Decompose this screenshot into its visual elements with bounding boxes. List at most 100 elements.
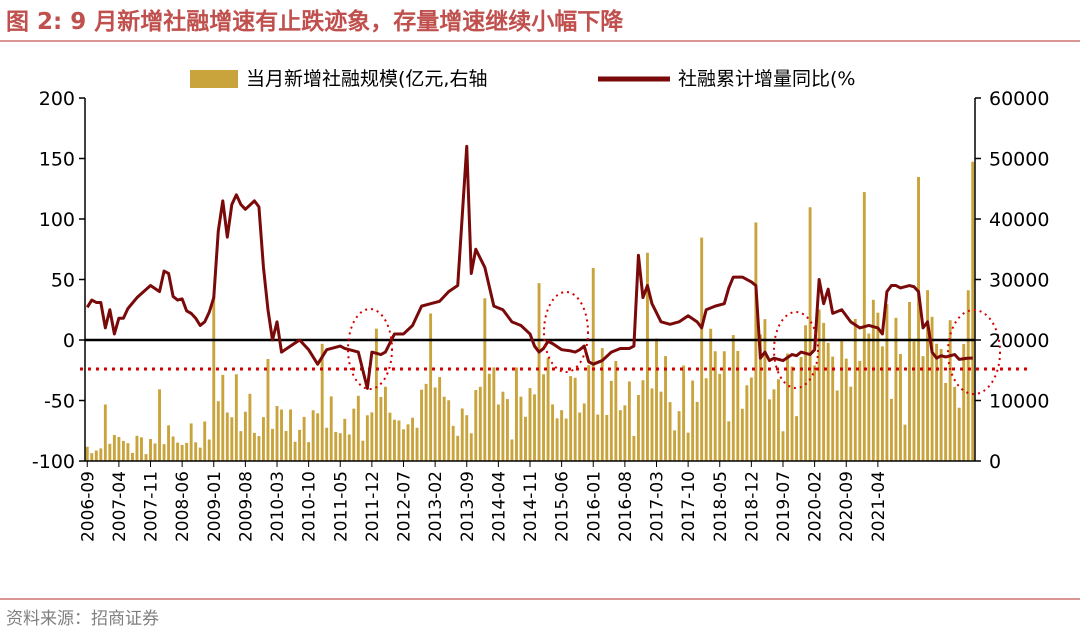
bar [831,356,835,461]
bar [709,328,713,461]
bar [442,396,446,461]
bar [632,435,636,461]
bar [655,338,658,461]
x-tick-label: 2016-08 [616,471,636,542]
bar [826,342,830,461]
bar [713,351,717,461]
bar [867,333,871,461]
x-tick-label: 2020-02 [806,471,826,542]
bar [618,410,622,461]
bar [496,404,500,461]
bar [121,440,125,461]
bar [429,313,433,461]
bar [745,385,749,461]
bar [605,414,609,461]
bar [790,366,794,461]
bar [158,389,161,461]
bar [126,443,130,461]
bar [140,437,143,461]
bar [971,161,975,461]
bar [487,373,491,461]
bar [420,389,424,461]
bar [460,408,464,461]
right-tick-label: 20000 [989,330,1049,352]
bar [673,430,677,461]
bar [167,425,171,461]
bar [352,408,356,461]
bar [957,407,961,461]
bar [388,412,392,461]
bar [682,365,686,461]
bar [347,434,351,461]
left-tick-label: 0 [63,330,75,352]
line-series [85,144,973,390]
bar [198,447,202,461]
bar [781,431,785,461]
bar [646,252,649,461]
bar [627,381,631,461]
bar [248,393,252,461]
bar [411,417,414,461]
bar [876,312,880,461]
bar [302,416,306,461]
bar [840,339,844,461]
legend-bar-swatch [190,70,238,88]
bar [908,301,911,461]
bar [668,402,672,461]
bar [768,399,771,461]
bar [293,441,297,461]
bar [424,383,428,461]
bar [948,320,952,461]
bar [578,412,582,461]
x-tick-label: 2011-05 [331,471,351,542]
bar [465,415,469,461]
bar [808,207,812,461]
bar [289,409,292,461]
bar [85,446,89,461]
bar [90,453,94,461]
bar [926,290,930,461]
bar [804,325,808,461]
right-tick-label: 40000 [989,209,1049,231]
bar [203,421,207,461]
bar [298,429,302,461]
bar [483,298,487,461]
bar [284,431,288,461]
legend-line-label: 社融累计增量同比(% [678,68,855,90]
bar [519,396,523,461]
bar [505,399,509,461]
bar [406,424,410,461]
bar [813,365,817,461]
bar [600,348,604,461]
bar [695,401,699,461]
bar [871,299,875,461]
bar [772,389,776,461]
x-tick-label: 2007-11 [142,471,162,542]
bar [478,386,482,461]
x-tick-label: 2007-04 [110,471,130,542]
bar [921,356,925,461]
bar [189,423,193,461]
bar [456,435,460,461]
bar [194,442,198,461]
bar [239,431,243,461]
right-tick-label: 50000 [989,149,1049,171]
bar [587,365,591,461]
bar [149,439,152,461]
bar [383,386,387,461]
bar [835,390,839,461]
bar [103,404,107,461]
source-note: 资料来源：招商证券 [6,609,159,629]
right-y-axis: 60000 50000 40000 30000 20000 10000 0 [975,88,1049,473]
bar [763,319,767,461]
x-tick-label: 2018-12 [742,471,762,542]
bar [393,419,396,461]
bar [889,398,893,461]
left-tick-label: 150 [39,149,75,171]
x-tick-label: 2018-05 [711,471,731,542]
bar [510,439,514,461]
highlight-circles [347,291,1001,395]
bar [569,376,573,461]
bar [379,396,383,461]
bar [275,406,279,461]
